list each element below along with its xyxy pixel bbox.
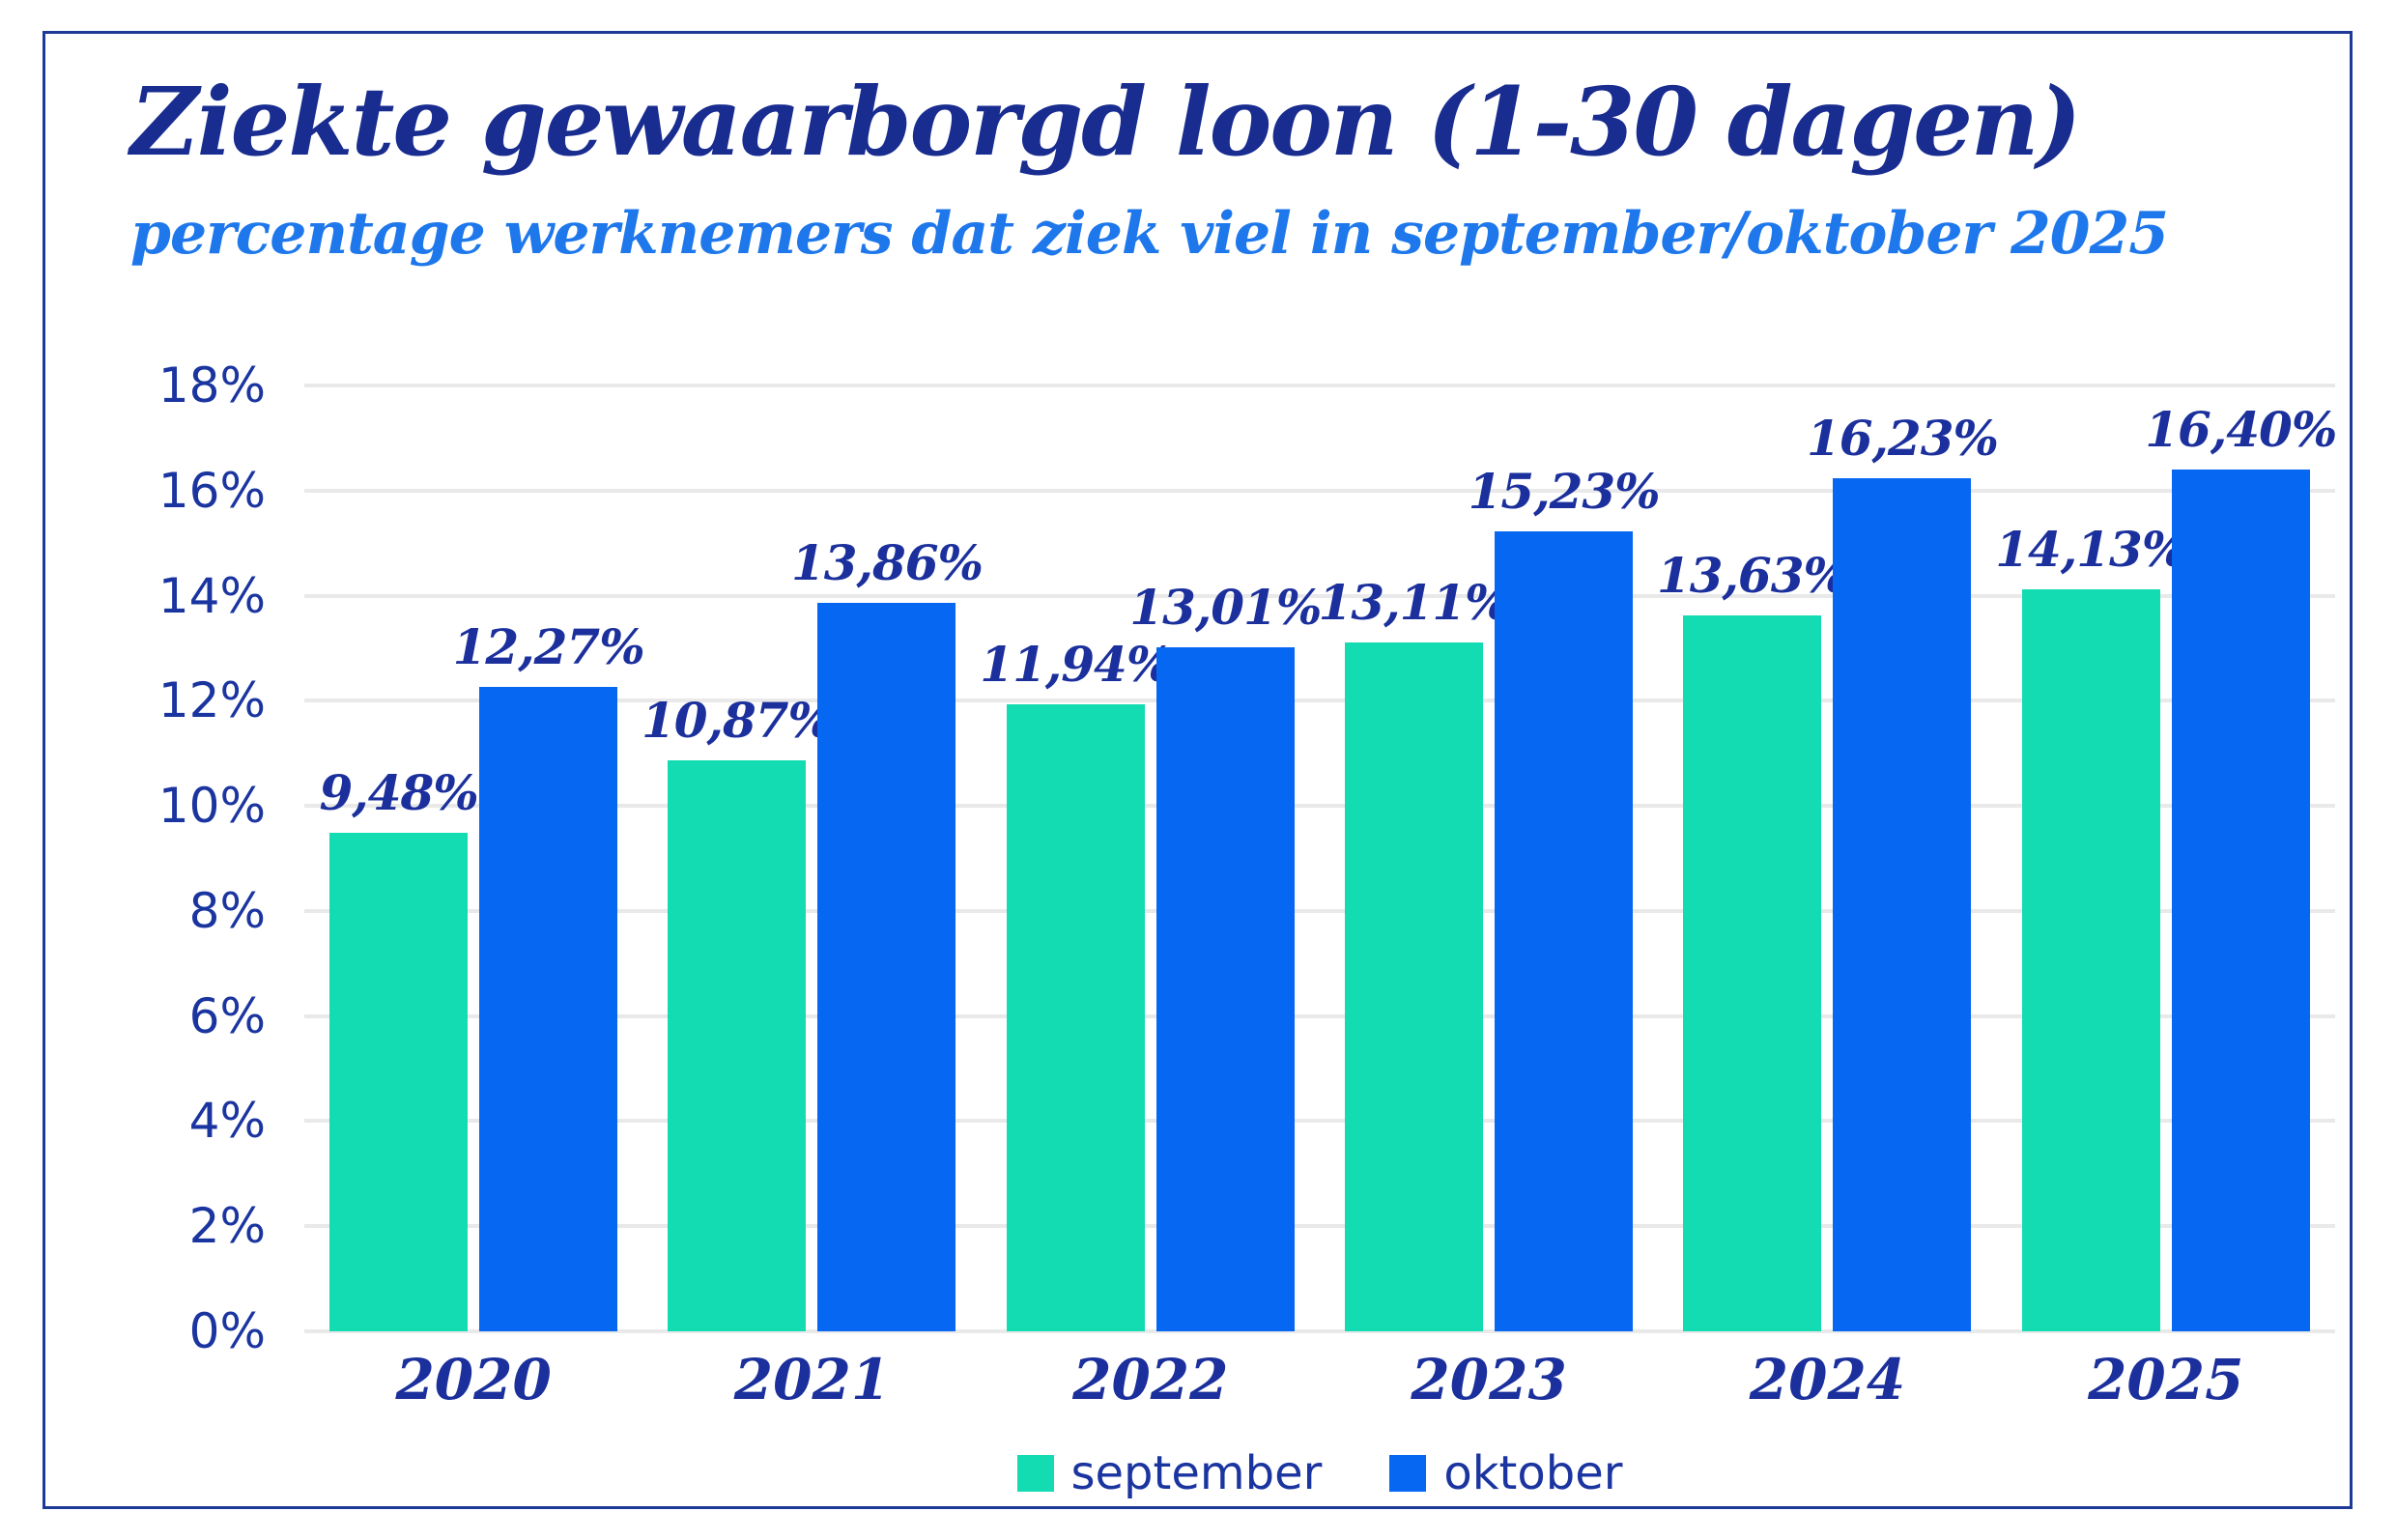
chart-subtitle: percentage werknemers dat ziek viel in s… <box>130 200 2169 268</box>
x-axis-label-2025: 2025 <box>2088 1347 2244 1412</box>
bar-oktober-2021 <box>817 603 956 1331</box>
value-label-oktober-2024: 16,23% <box>1806 410 1999 468</box>
y-axis-tick-label: 14% <box>157 567 266 624</box>
legend-item-september: september <box>1016 1446 1323 1500</box>
bar-column: 11,94% <box>980 385 1172 1331</box>
value-label-september-2023: 13,11% <box>1318 573 1511 631</box>
y-axis-tick-label: 12% <box>157 672 266 729</box>
x-axis-label-2024: 2024 <box>1749 1347 1906 1412</box>
value-label-oktober-2020: 12,27% <box>452 617 645 675</box>
value-label-september-2021: 10,87% <box>641 691 834 749</box>
bar-groups: 9,48% 12,27% 10,87% 13,86% <box>304 385 2337 1331</box>
gridline-10pct <box>304 804 2335 809</box>
value-label-september-2025: 14,13% <box>1995 520 2187 578</box>
bar-group-2023: 13,11% 15,23% <box>1319 385 1661 1331</box>
y-axis-tick-label: 10% <box>157 778 266 835</box>
bar-september-2021 <box>668 759 807 1331</box>
y-axis-tick-label: 4% <box>188 1093 266 1150</box>
bar-group-2024: 13,63% 16,23% <box>1657 385 1999 1331</box>
bar-oktober-2022 <box>1155 647 1295 1331</box>
bar-column: 13,63% <box>1657 385 1849 1331</box>
gridline-6pct <box>304 1013 2335 1018</box>
bar-group-2025: 14,13% 16,40% <box>1995 385 2337 1331</box>
legend-swatch-oktober <box>1389 1455 1427 1492</box>
y-axis-tick-label: 0% <box>188 1303 266 1359</box>
x-axis-label-2022: 2022 <box>1072 1347 1229 1412</box>
bar-oktober-2025 <box>2171 470 2310 1331</box>
bar-column: 10,87% <box>642 385 834 1331</box>
chart-frame-border: Ziekte gewaarborgd loon (1-30 dagen) per… <box>43 31 2353 1509</box>
bar-column: 14,13% <box>1995 385 2187 1331</box>
gridline-16pct <box>304 488 2335 493</box>
gridline-4pct <box>304 1119 2335 1124</box>
bar-september-2024 <box>1683 614 1822 1331</box>
bar-column: 16,23% <box>1807 385 1999 1331</box>
bar-oktober-2023 <box>1495 530 1634 1331</box>
value-label-oktober-2023: 15,23% <box>1468 462 1661 520</box>
gridline-12pct <box>304 699 2335 703</box>
bar-column: 16,40% <box>2145 385 2337 1331</box>
value-label-oktober-2021: 13,86% <box>790 534 984 592</box>
legend: september oktober <box>304 1446 2335 1500</box>
bar-oktober-2020 <box>479 686 618 1331</box>
bar-column: 13,11% <box>1319 385 1511 1331</box>
x-axis-labels: 2020 2021 2022 2023 2024 2025 <box>304 1347 2335 1412</box>
gridline-14pct <box>304 593 2335 598</box>
gridline-0pct <box>304 1329 2335 1333</box>
x-axis-label-2021: 2021 <box>733 1347 891 1412</box>
value-label-oktober-2025: 16,40% <box>2145 401 2337 459</box>
bar-group-2022: 11,94% 13,01% <box>980 385 1322 1331</box>
legend-label-september: september <box>1070 1446 1323 1500</box>
plot-area: 18% 16% 14% 12% 10% 8% 6% 4% 2% 0% 9,48%… <box>158 357 2337 1412</box>
bar-september-2023 <box>1345 642 1484 1331</box>
y-axis-tick-label: 8% <box>188 882 266 939</box>
bar-group-2020: 9,48% 12,27% <box>304 385 645 1331</box>
bar-group-2021: 10,87% 13,86% <box>642 385 984 1331</box>
gridline-2pct <box>304 1224 2335 1229</box>
bar-oktober-2024 <box>1833 478 1972 1331</box>
y-axis-tick-label: 16% <box>157 462 266 519</box>
bar-column: 13,86% <box>791 385 984 1331</box>
gridline-8pct <box>304 908 2335 913</box>
value-label-september-2024: 13,63% <box>1656 546 1849 604</box>
bar-september-2022 <box>1006 703 1145 1331</box>
x-axis-label-2020: 2020 <box>395 1347 552 1412</box>
value-label-september-2022: 11,94% <box>980 635 1172 693</box>
chart-title: Ziekte gewaarborgd loon (1-30 dagen) <box>130 67 2081 177</box>
y-axis-tick-label: 6% <box>188 987 266 1044</box>
x-axis-label-2023: 2023 <box>1411 1347 1567 1412</box>
legend-swatch-september <box>1016 1455 1054 1492</box>
gridline-18pct <box>304 384 2335 387</box>
y-axis-tick-label: 2% <box>188 1198 266 1255</box>
bar-september-2025 <box>2021 588 2160 1331</box>
legend-label-oktober: oktober <box>1443 1446 1623 1500</box>
y-axis-tick-label: 18% <box>157 357 266 414</box>
value-label-oktober-2022: 13,01% <box>1129 579 1322 637</box>
value-label-september-2020: 9,48% <box>319 764 479 822</box>
bar-column: 9,48% <box>320 385 479 1331</box>
bar-september-2020 <box>329 833 469 1331</box>
bar-column: 13,01% <box>1129 385 1322 1331</box>
bar-column: 15,23% <box>1469 385 1661 1331</box>
bar-column: 12,27% <box>453 385 645 1331</box>
legend-item-oktober: oktober <box>1389 1446 1622 1500</box>
